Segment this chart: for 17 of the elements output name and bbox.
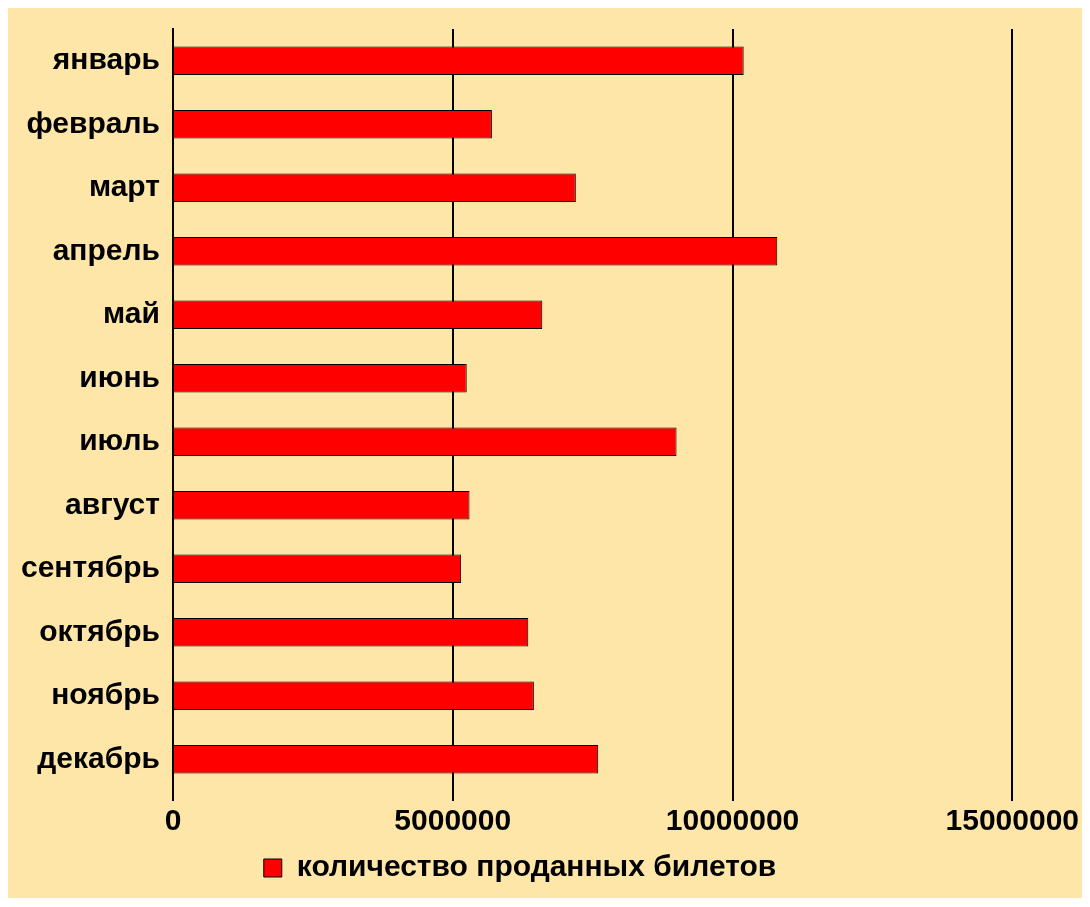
x-tick-label: 10000000 — [665, 803, 800, 837]
legend-label: количество проданных билетов — [296, 849, 777, 883]
y-tick-label: февраль — [26, 105, 160, 139]
y-tick-label: июнь — [79, 359, 160, 393]
y-tick-label: март — [88, 169, 160, 203]
y-tick-label: август — [65, 486, 160, 520]
y-tick-label: май — [103, 296, 160, 330]
y-tick-label: декабрь — [37, 740, 160, 774]
x-tick-label: 15000000 — [945, 803, 1079, 837]
y-tick-label: октябрь — [39, 613, 160, 647]
x-tick-label: 5000000 — [394, 803, 512, 837]
y-tick-label: сентябрь — [21, 550, 160, 584]
x-tick-label: 0 — [164, 803, 182, 837]
y-tick-label: апрель — [52, 232, 160, 266]
y-tick-label: январь — [51, 42, 160, 76]
y-tick-label: ноябрь — [51, 677, 160, 711]
y-tick-label: июль — [79, 423, 160, 457]
